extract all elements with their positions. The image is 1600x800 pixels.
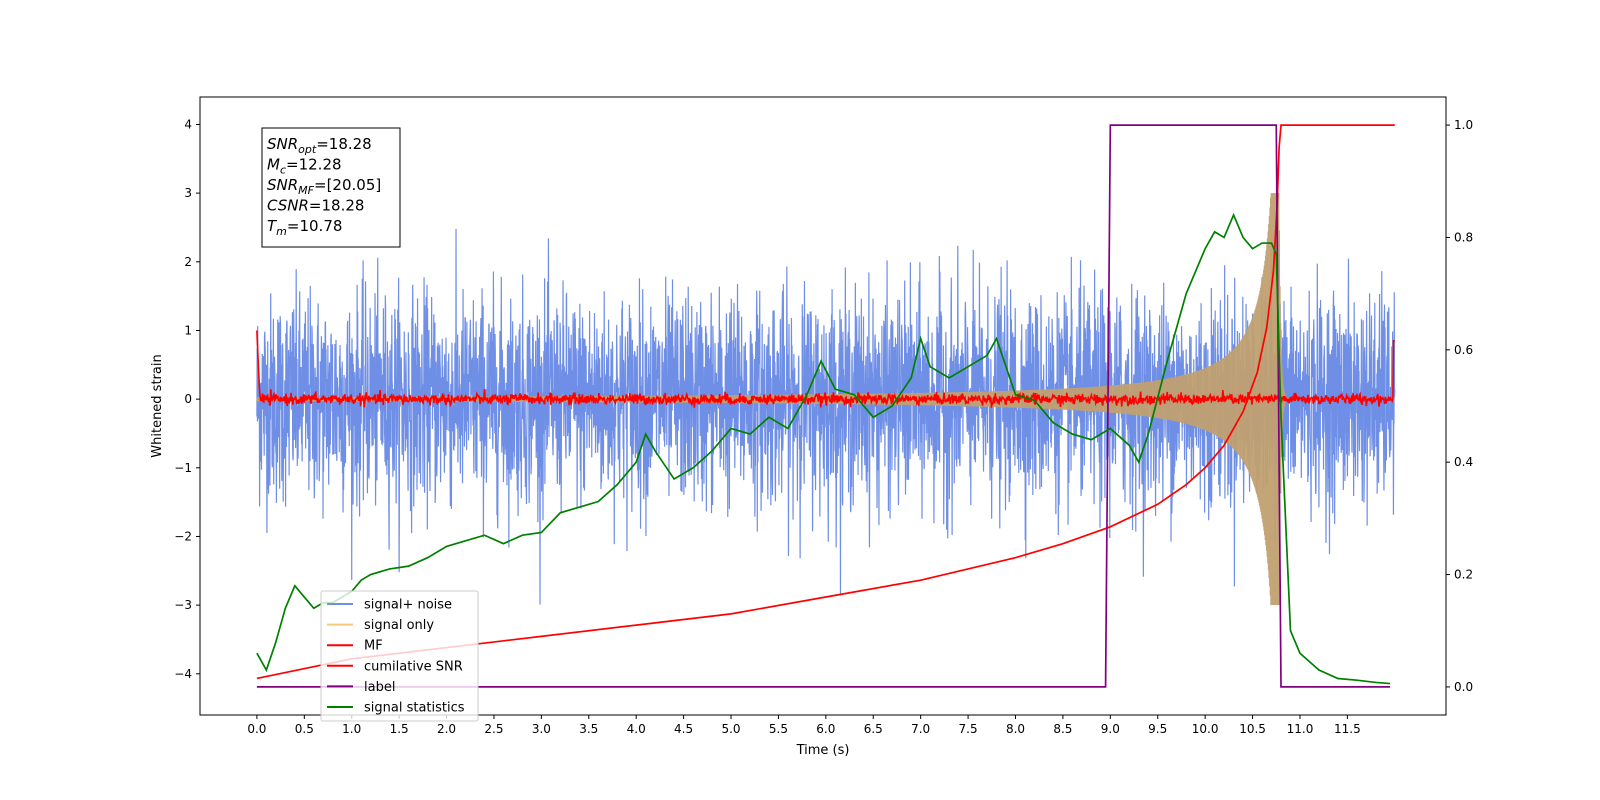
x-tick-label: 0.5 [295,722,314,736]
y2-tick-label: 0.6 [1454,343,1473,357]
x-axis: 0.0 0.5 1.0 1.5 2.0 2.5 3.0 3.5 4.0 4.5 5.0 5.5 6.0 6… [247,715,1361,736]
y2-tick-label: 0.4 [1454,455,1473,469]
y-tick-label: 2 [184,255,192,269]
series-signal-statistics-line [256,212,1391,685]
legend-label-label: label [364,680,395,695]
legend-label-cumilative-snr: cumilative SNR [364,659,463,674]
y-axis-left: −4 −3 −2 −1 0 1 2 3 4 [174,117,200,681]
x-tick-label: 1.0 [342,722,361,736]
y-tick-label: −2 [174,529,192,543]
x-tick-label: 2.5 [484,722,503,736]
y-tick-label: 4 [184,117,192,131]
x-tick-label: 10.0 [1192,722,1219,736]
annotation-frame [261,127,401,248]
series-layer [256,124,1396,688]
x-tick-label: 7.5 [959,722,978,736]
y-tick-label: 0 [184,392,192,406]
x-tick-label: 1.5 [390,722,409,736]
y-tick-label: −3 [174,598,192,612]
annotation-line: CSNR=18.28 [267,197,364,215]
legend: signal+ noise signal only MF cumilative SNR… [320,590,479,722]
y-tick-label: 1 [184,323,192,337]
y2-tick-label: 0.8 [1454,230,1473,244]
y-axis-right: 0.0 0.2 0.4 0.6 0.8 1.0 [1446,118,1473,694]
y-tick-label: −1 [174,461,192,475]
series-label-line [256,124,1391,688]
x-tick-label: 10.5 [1239,722,1266,736]
legend-frame [320,590,479,722]
series-mf-line [256,330,1395,408]
x-tick-label: 4.0 [627,722,646,736]
x-tick-label: 2.0 [437,722,456,736]
y-tick-label: −4 [174,667,192,681]
annotation-box: SNRopt=18.28Mc=12.28SNRMF=[20.05]CSNR=18… [261,127,401,248]
legend-label-signal-statistics: signal statistics [364,701,465,716]
legend-label-signal-only: signal only [364,618,434,633]
legend-label-signal-noise: signal+ noise [364,598,452,613]
y2-tick-label: 1.0 [1454,118,1473,132]
legend-label-mf: MF [364,639,383,654]
x-tick-label: 5.0 [721,722,740,736]
x-axis-title: Time (s) [796,743,850,758]
x-tick-label: 4.5 [674,722,693,736]
x-tick-label: 11.5 [1334,722,1361,736]
x-tick-label: 9.0 [1101,722,1120,736]
x-tick-label: 5.5 [769,722,788,736]
annotation-line: SNRMF=[20.05] [267,176,381,197]
y2-tick-label: 0.2 [1454,568,1473,582]
x-tick-label: 11.0 [1287,722,1314,736]
series-cumilative-snr-line [256,124,1395,680]
x-tick-label: 8.5 [1053,722,1072,736]
y-axis-title: Whitened strain [150,354,165,457]
x-tick-label: 6.0 [816,722,835,736]
x-tick-label: 9.5 [1148,722,1167,736]
annotation-line: Tm=10.78 [267,217,342,238]
annotation-line: SNRopt=18.28 [267,135,372,156]
y2-tick-label: 0.0 [1454,680,1473,694]
plot-frame [199,96,1447,716]
x-tick-label: 3.5 [579,722,598,736]
y-tick-label: 3 [184,186,192,200]
x-tick-label: 6.5 [864,722,883,736]
x-tick-label: 7.0 [911,722,930,736]
annotation-line: Mc=12.28 [267,156,342,177]
x-tick-label: 3.0 [532,722,551,736]
x-tick-label: 0.0 [247,722,266,736]
x-tick-label: 8.0 [1006,722,1025,736]
